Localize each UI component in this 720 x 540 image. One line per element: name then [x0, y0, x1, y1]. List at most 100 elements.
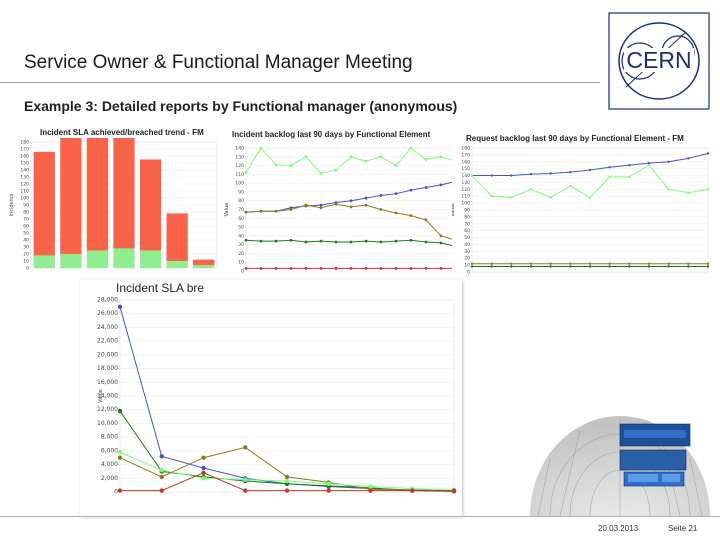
data-point	[647, 161, 651, 165]
data-point	[117, 488, 123, 493]
y-tick-label: 0	[241, 269, 244, 275]
y-tick-label: 180	[20, 140, 29, 146]
y-tick-label: 140	[461, 173, 470, 179]
data-point	[379, 194, 383, 197]
data-point	[289, 164, 293, 167]
chart-title: Request backlog last 90 days by Function…	[466, 134, 684, 143]
bar	[139, 250, 162, 268]
data-point	[687, 157, 690, 160]
bar	[60, 254, 82, 268]
data-point	[706, 152, 710, 155]
y-axis-label: Value	[98, 389, 104, 403]
y-tick-label: 70	[464, 221, 470, 227]
data-point	[349, 240, 353, 244]
y-tick-label: 160	[20, 154, 29, 160]
chart-incident-backlog: Incident backlog last 90 days by Functio…	[222, 128, 462, 288]
data-point	[304, 240, 308, 244]
data-point	[284, 488, 290, 493]
footer-divider	[0, 516, 720, 517]
data-point	[529, 265, 533, 268]
y-axis-label: Value	[452, 203, 456, 217]
data-point	[628, 164, 631, 167]
data-point	[117, 304, 123, 310]
y-tick-label: 130	[461, 180, 470, 186]
bar	[86, 138, 109, 251]
y-tick-label: 50	[238, 225, 244, 231]
y-tick-label: 40	[464, 242, 470, 248]
y-tick-label: 60	[23, 224, 29, 230]
y-tick-label: 110	[461, 194, 470, 200]
data-point	[201, 476, 206, 481]
data-point	[159, 454, 164, 459]
y-tick-label: 6,000	[101, 447, 118, 454]
data-point	[319, 266, 323, 270]
data-point	[284, 474, 290, 480]
y-tick-label: 4,000	[101, 461, 118, 468]
data-point	[349, 266, 353, 270]
cern-logo-text: CERN	[626, 47, 691, 73]
y-tick-label: 120	[461, 187, 470, 193]
chart-title: Incident SLA achieved/breached trend - F…	[40, 128, 204, 137]
data-point	[687, 262, 690, 265]
y-tick-label: 120	[20, 182, 29, 188]
y-tick-label: 110	[20, 189, 29, 195]
y-tick-label: 130	[20, 175, 29, 181]
data-point	[379, 266, 383, 270]
data-point	[667, 262, 670, 265]
slide-subtitle: Example 3: Detailed reports by Functiona…	[24, 98, 458, 114]
data-point	[394, 266, 398, 270]
data-point	[667, 265, 670, 268]
data-point	[349, 155, 353, 159]
y-tick-label: 30	[238, 242, 244, 248]
data-point	[510, 196, 513, 199]
data-point	[364, 196, 368, 200]
data-point	[549, 172, 552, 175]
data-point	[274, 266, 278, 270]
data-point	[706, 262, 710, 265]
chart-request-backlog: Request backlog last 90 days by Function…	[452, 130, 714, 290]
data-point	[549, 262, 552, 265]
y-tick-label: 0	[114, 489, 118, 496]
data-point	[687, 191, 690, 194]
y-tick-label: 24,000	[97, 324, 118, 331]
data-point	[569, 170, 572, 174]
bar	[139, 159, 162, 251]
data-point	[529, 188, 533, 191]
data-point	[274, 209, 278, 213]
y-tick-label: 80	[238, 198, 244, 204]
y-tick-label: 90	[464, 208, 470, 214]
data-point	[244, 266, 248, 270]
y-tick-label: 12,000	[97, 406, 118, 413]
bar	[33, 151, 55, 256]
y-tick-label: 80	[23, 210, 29, 216]
y-tick-label: 150	[461, 166, 470, 172]
y-tick-label: 60	[238, 216, 244, 222]
cern-logo: CERN	[608, 12, 710, 110]
data-point	[243, 477, 248, 482]
chart-incident-sla-breached-plot: 28,000 26,000 24,000 22,000 20,000 18,000 16,0…	[97, 297, 457, 496]
y-tick-label: 110	[235, 172, 244, 178]
data-point	[159, 474, 164, 480]
y-tick-label: 160	[461, 159, 470, 165]
data-point	[117, 450, 123, 455]
data-point	[159, 488, 164, 493]
data-point	[424, 158, 428, 161]
data-point	[409, 238, 413, 242]
bar	[33, 255, 55, 268]
data-point	[424, 240, 428, 244]
data-point	[409, 266, 413, 270]
data-point	[647, 164, 651, 167]
data-point	[588, 168, 592, 172]
y-tick-label: 30	[23, 245, 29, 251]
data-point	[334, 240, 338, 244]
y-tick-label: 8,000	[101, 434, 118, 441]
y-tick-label: 90	[23, 203, 29, 209]
data-point	[409, 214, 413, 218]
data-point	[289, 266, 293, 270]
data-point	[510, 262, 513, 265]
data-point	[259, 266, 263, 270]
data-point	[326, 481, 331, 486]
bar	[166, 213, 188, 261]
y-tick-label: 100	[20, 196, 29, 202]
